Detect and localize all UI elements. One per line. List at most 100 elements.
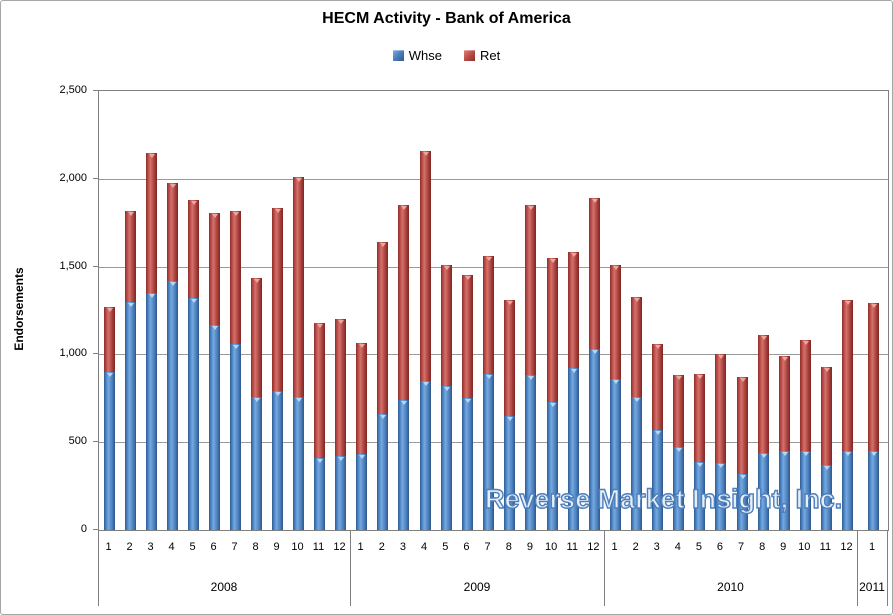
x-month-label-2010-9: 9: [780, 541, 787, 553]
bar-2010-4: [673, 375, 684, 530]
bar-cap-ret: [870, 304, 877, 308]
bar-segment-whse-2009-2: [377, 414, 388, 530]
bar-segment-ret-2009-12: [589, 198, 600, 349]
x-month-label-2010-5: 5: [695, 541, 702, 553]
x-month-label-2008-8: 8: [252, 541, 259, 553]
x-month-label-2009-3: 3: [399, 541, 406, 553]
bar-cap-ret: [527, 206, 534, 210]
bar-cap-whse: [823, 466, 830, 470]
bar-segment-whse-2008-4: [167, 281, 178, 530]
y-axis-title: Endorsements: [12, 267, 26, 351]
bar-segment-whse-2009-12: [589, 349, 600, 530]
bar-2009-7: [483, 256, 494, 530]
bar-cap-whse: [211, 326, 218, 330]
bar-segment-whse-2008-6: [209, 325, 220, 530]
bar-segment-ret-2009-11: [568, 252, 579, 368]
bar-segment-whse-2008-11: [314, 458, 325, 530]
bar-cap-ret: [612, 266, 619, 270]
bar-cap-whse: [570, 369, 577, 373]
bar-segment-whse-2010-10: [800, 451, 811, 530]
bar-2009-2: [377, 242, 388, 530]
bar-2009-1: [356, 343, 367, 530]
legend-item-whse: Whse: [392, 48, 442, 63]
bar-cap-ret: [823, 368, 830, 372]
x-month-label-2010-10: 10: [798, 541, 811, 553]
bar-segment-ret-2010-11: [821, 367, 832, 465]
bar-cap-ret: [295, 178, 302, 182]
bar-segment-ret-2008-5: [188, 200, 199, 298]
bar-2011-1: [868, 303, 879, 530]
bar-cap-ret: [316, 324, 323, 328]
bar-segment-whse-2009-9: [525, 375, 536, 530]
bar-2010-6: [715, 354, 726, 530]
bar-cap-ret: [570, 253, 577, 257]
bar-cap-whse: [106, 373, 113, 377]
bar-cap-whse: [633, 398, 640, 402]
bar-cap-ret: [148, 154, 155, 158]
bar-segment-ret-2008-10: [293, 177, 304, 397]
x-month-label-2010-12: 12: [840, 541, 853, 553]
y-tick-label: 1,000: [59, 347, 87, 359]
bar-segment-whse-2010-3: [652, 430, 663, 530]
bar-cap-ret: [591, 199, 598, 203]
bar-cap-whse: [654, 431, 661, 435]
bar-cap-ret: [127, 212, 134, 216]
x-year-label-2011: 2011: [859, 580, 885, 594]
whse-legend-swatch-icon: [392, 50, 404, 61]
ret-legend-swatch-icon: [464, 50, 475, 61]
bar-segment-ret-2009-3: [398, 205, 409, 400]
bar-segment-ret-2009-8: [504, 300, 515, 416]
y-tick-mark: [93, 266, 98, 267]
bar-cap-whse: [464, 399, 471, 403]
bar-cap-whse: [169, 282, 176, 286]
bar-segment-whse-2010-6: [715, 463, 726, 530]
x-year-label-2008: 2008: [210, 580, 238, 594]
x-month-label-2010-7: 7: [737, 541, 745, 553]
bar-2009-9: [525, 205, 536, 530]
bar-segment-ret-2008-11: [314, 323, 325, 458]
bar-cap-whse: [870, 452, 877, 456]
bar-segment-ret-2008-2: [125, 211, 136, 302]
bar-cap-whse: [148, 294, 155, 298]
bar-cap-ret: [190, 201, 197, 205]
bar-2008-9: [272, 208, 283, 530]
legend-label-whse: Whse: [408, 48, 442, 63]
gridline: [99, 179, 888, 180]
x-year-label-2010: 2010: [717, 580, 744, 594]
bar-cap-ret: [358, 344, 365, 348]
x-month-label-2008-10: 10: [291, 541, 304, 553]
bar-segment-ret-2010-6: [715, 354, 726, 463]
x-month-label-2010-4: 4: [674, 541, 681, 553]
legend-item-ret: Ret: [464, 48, 500, 63]
y-tick-mark: [93, 90, 98, 91]
bar-cap-ret: [274, 209, 281, 213]
bar-segment-ret-2010-5: [694, 374, 705, 462]
bar-segment-whse-2008-9: [272, 391, 283, 530]
bar-cap-ret: [675, 376, 682, 380]
bar-2010-3: [652, 344, 663, 530]
bar-2009-11: [568, 252, 579, 530]
x-month-label-2010-2: 2: [632, 541, 639, 553]
bar-cap-ret: [781, 357, 788, 361]
bar-segment-ret-2008-6: [209, 213, 220, 325]
bar-segment-whse-2008-3: [146, 293, 157, 530]
bar-cap-whse: [485, 375, 492, 379]
bar-2008-1: [104, 307, 115, 530]
x-month-label-2010-1: 1: [611, 541, 618, 553]
x-month-label-2008-4: 4: [168, 541, 175, 553]
bar-cap-ret: [696, 375, 703, 379]
x-month-label-2008-9: 9: [273, 541, 280, 553]
bar-cap-whse: [549, 403, 556, 407]
bar-segment-ret-2010-2: [631, 297, 642, 397]
bar-segment-ret-2009-4: [420, 151, 431, 381]
bar-segment-whse-2008-7: [230, 344, 241, 530]
bar-cap-whse: [337, 457, 344, 461]
bar-cap-ret: [106, 308, 113, 312]
bar-segment-ret-2010-10: [800, 340, 811, 451]
bar-segment-ret-2010-12: [842, 300, 853, 451]
bar-segment-ret-2008-4: [167, 183, 178, 281]
bar-2010-11: [821, 367, 832, 530]
bar-segment-whse-2008-2: [125, 302, 136, 530]
bar-cap-whse: [316, 459, 323, 463]
bar-2008-5: [188, 200, 199, 530]
